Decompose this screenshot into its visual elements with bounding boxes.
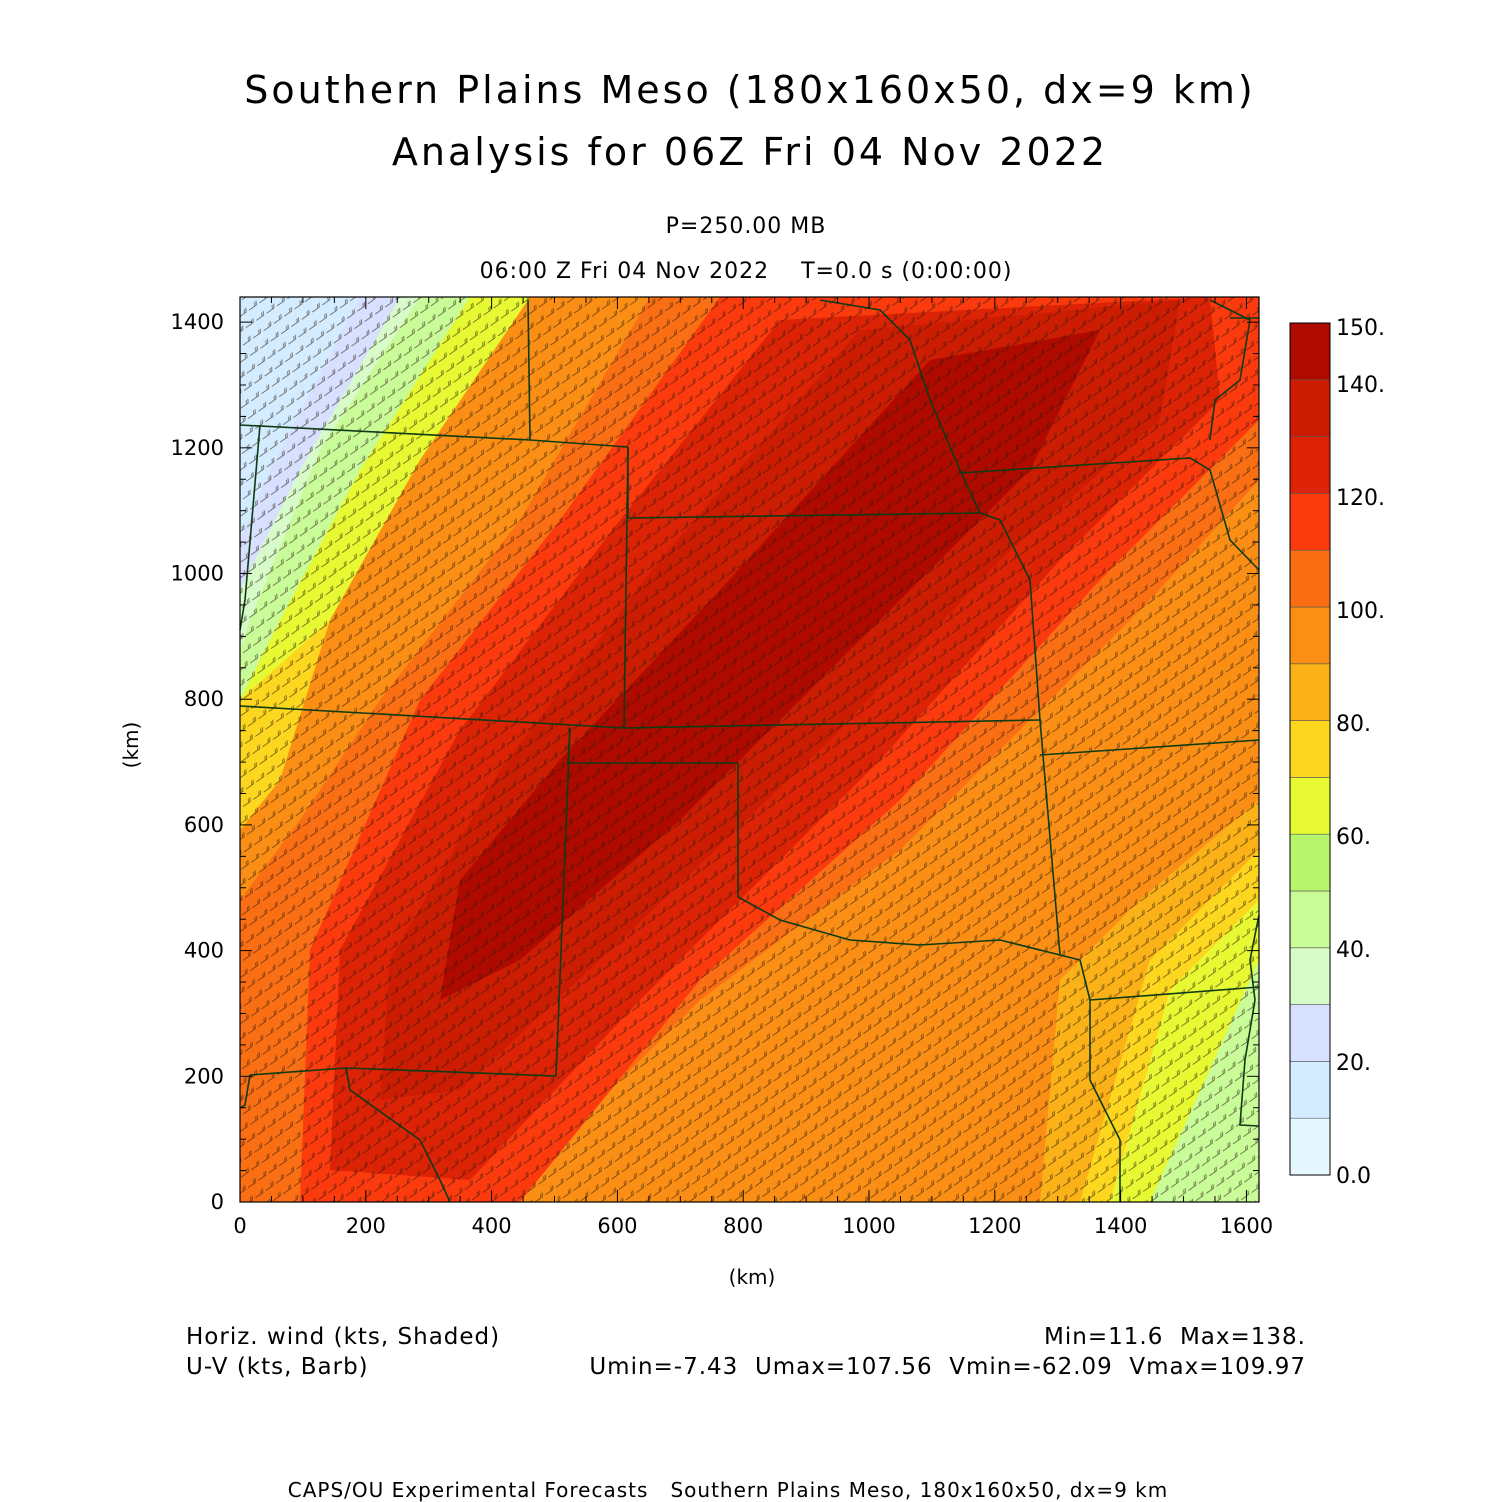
axis-ticks [239,297,1259,1203]
barb-field-label: U-V (kts, Barb) [186,1354,369,1380]
colorbar-swatch [1289,890,1331,949]
shaded-field-label: Horiz. wind (kts, Shaded) [186,1324,501,1350]
colorbar-label: 80. [1336,712,1371,737]
x-tick-label: 400 [472,1214,512,1238]
y-tick-labels: 0 200 400 600 800 1000 1200 1400 [171,310,224,1214]
colorbar-label: 140. [1336,373,1385,398]
x-tick-label: 1600 [1220,1214,1273,1238]
pressure-level: P=250.00 MB [665,214,827,239]
x-tick-label: 0 [233,1214,246,1238]
colorbar-swatch [1289,322,1331,381]
plot-frame [239,296,1260,1203]
valid-time: 06:00 Z Fri 04 Nov 2022 T=0.0 s (0:00:00… [479,259,1013,284]
colorbar-swatch [1289,777,1331,835]
colorbar-swatch [1289,720,1331,778]
colorbar-swatch [1289,606,1331,665]
colorbar-swatch [1289,1061,1331,1119]
state-boundaries [239,299,1260,1203]
y-tick-label: 600 [184,813,224,837]
colorbar-swatch [1289,663,1331,721]
x-tick-label: 600 [597,1214,637,1238]
y-tick-label: 800 [184,687,224,711]
colorbar-swatch [1289,1117,1331,1176]
colorbar-label: 20. [1336,1051,1371,1076]
y-axis-label: (km) [119,722,143,769]
x-tick-label: 1200 [968,1214,1021,1238]
colorbar-label: 120. [1336,486,1385,511]
x-tick-label: 800 [723,1214,763,1238]
shaded-wind-field [240,297,1259,1202]
y-tick-label: 1400 [171,310,224,334]
uv-stats: Umin=-7.43 Umax=107.56 Vmin=-62.09 Vmax=… [589,1354,1306,1380]
colorbar-label: 150. [1336,316,1385,341]
colorbar-label: 60. [1336,825,1371,850]
y-tick-label: 400 [184,939,224,963]
colorbar-label: 40. [1336,938,1371,963]
colorbar-swatch [1289,833,1331,892]
x-tick-labels: 0 200 400 600 800 1000 1200 1400 1600 [233,1214,1273,1238]
y-tick-label: 1000 [171,562,224,586]
colorbar [1289,322,1331,1176]
y-tick-label: 0 [211,1190,224,1214]
x-tick-label: 200 [346,1214,386,1238]
colorbar-labels: 0.0 20. 40. 60. 80. 100. 120. 140. 150. [1336,316,1385,1189]
colorbar-label: 100. [1336,599,1385,624]
colorbar-swatch [1289,947,1331,1005]
colorbar-swatch [1289,379,1331,437]
colorbar-frame [1289,322,1331,1176]
colorbar-swatch [1289,436,1331,494]
y-tick-label: 200 [184,1064,224,1088]
x-axis-label: (km) [729,1265,776,1289]
credit-line: CAPS/OU Experimental Forecasts Southern … [287,1478,1169,1502]
colorbar-swatch [1289,549,1331,608]
min-max-stats: Min=11.6 Max=138. [1044,1324,1306,1350]
title-line-1: Southern Plains Meso (180x160x50, dx=9 k… [244,68,1256,112]
colorbar-swatch [1289,1004,1331,1062]
x-tick-label: 1400 [1094,1214,1147,1238]
y-tick-label: 1200 [171,436,224,460]
colorbar-label: 0.0 [1336,1164,1371,1189]
title-line-2: Analysis for 06Z Fri 04 Nov 2022 [391,130,1109,174]
x-tick-label: 1000 [842,1214,895,1238]
colorbar-swatch [1289,493,1331,551]
